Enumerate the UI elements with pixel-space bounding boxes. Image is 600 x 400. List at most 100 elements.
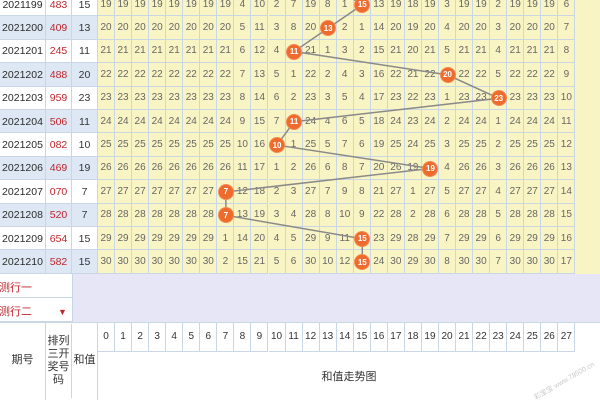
miss-cell: 22 <box>183 63 201 87</box>
miss-cell: 3 <box>439 133 457 157</box>
miss-cell: 19 <box>251 203 269 227</box>
miss-cell: 29 <box>404 250 422 274</box>
miss-cell: 19 <box>404 156 422 181</box>
miss-cell: 27 <box>456 180 474 204</box>
sum-value-column-header: 4 <box>166 321 184 352</box>
miss-cell: 25 <box>217 133 235 157</box>
miss-cell: 25 <box>421 133 439 157</box>
miss-cell: 21 <box>507 39 525 64</box>
miss-cell: 6 <box>234 39 252 64</box>
miss-cell: 2 <box>217 250 235 274</box>
miss-cell: 25 <box>115 133 133 157</box>
miss-cell: 19 <box>302 0 320 17</box>
miss-cell: 2 <box>268 180 286 204</box>
miss-cell: 20 <box>115 16 133 40</box>
miss-cell: 11 <box>234 156 252 181</box>
period-cell: 2021209 <box>0 227 46 251</box>
miss-cell: 10 <box>251 0 269 17</box>
miss-cell: 24 <box>404 133 422 157</box>
prediction-grid[interactable] <box>72 297 600 322</box>
table-row[interactable] <box>0 63 98 87</box>
miss-cell: 26 <box>149 156 167 181</box>
sum-value-column-header: 2 <box>132 321 150 352</box>
sum-cell: 13 <box>72 16 98 40</box>
table-row[interactable] <box>0 180 98 204</box>
miss-cell: 19 <box>524 0 542 17</box>
table-row[interactable] <box>0 16 98 40</box>
table-row[interactable] <box>0 0 98 17</box>
miss-cell: 19 <box>166 0 184 17</box>
miss-cell: 29 <box>541 227 559 251</box>
miss-cell: 29 <box>200 227 218 251</box>
miss-cell: 21 <box>404 63 422 87</box>
sum-value-column-header: 19 <box>421 321 439 352</box>
miss-cell: 29 <box>524 227 542 251</box>
miss-cell: 27 <box>524 180 542 204</box>
miss-cell: 22 <box>370 203 388 227</box>
prediction-grid[interactable] <box>72 273 600 298</box>
table-row[interactable] <box>0 110 98 134</box>
table-row[interactable] <box>0 203 98 227</box>
miss-cell: 2 <box>490 0 508 17</box>
miss-cell: 24 <box>166 110 184 134</box>
miss-cell: 30 <box>421 250 439 274</box>
miss-cell: 24 <box>98 110 116 134</box>
miss-cell: 6 <box>558 0 576 17</box>
miss-cell: 15 <box>558 203 576 227</box>
sum-ball: 20 <box>440 67 455 82</box>
miss-cell: 19 <box>456 0 474 17</box>
miss-cell: 30 <box>302 250 320 274</box>
miss-cell: 1 <box>285 63 303 87</box>
miss-cell: 21 <box>473 39 491 64</box>
miss-cell: 29 <box>183 227 201 251</box>
miss-cell: 18 <box>404 0 422 17</box>
miss-cell: 24 <box>541 110 559 134</box>
miss-cell: 28 <box>456 203 474 227</box>
prediction-row-label: 预测行二 <box>0 305 32 318</box>
miss-cell: 29 <box>456 227 474 251</box>
table-row[interactable] <box>0 227 98 251</box>
miss-cell: 27 <box>200 180 218 204</box>
sum-value-column-header: 15 <box>353 321 371 352</box>
table-row[interactable] <box>0 133 98 157</box>
miss-cell: 29 <box>421 227 439 251</box>
miss-cell: 29 <box>132 227 150 251</box>
miss-cell: 26 <box>98 156 116 181</box>
sum-value-column-header: 7 <box>217 321 235 352</box>
miss-cell: 30 <box>541 250 559 274</box>
miss-cell: 24 <box>149 110 167 134</box>
expand-arrow-icon[interactable]: ▼ <box>58 306 67 317</box>
miss-cell: 25 <box>524 133 542 157</box>
draw-number-cell: 070 <box>46 180 72 204</box>
miss-cell: 24 <box>524 110 542 134</box>
miss-cell: 17 <box>251 156 269 181</box>
miss-cell: 16 <box>558 227 576 251</box>
period-cell: 2021210 <box>0 250 46 274</box>
miss-cell: 24 <box>507 110 525 134</box>
sum-value-column-header: 0 <box>98 321 116 352</box>
miss-cell: 22 <box>524 63 542 87</box>
miss-cell: 22 <box>507 63 525 87</box>
miss-cell: 20 <box>132 16 150 40</box>
miss-cell: 20 <box>370 156 388 181</box>
table-row[interactable] <box>0 86 98 110</box>
miss-cell: 8 <box>353 180 371 204</box>
table-row[interactable] <box>0 156 98 181</box>
table-row[interactable] <box>0 250 98 274</box>
sum-ball: 13 <box>321 21 336 36</box>
miss-cell: 29 <box>473 227 491 251</box>
sum-cell: 7 <box>72 180 98 204</box>
miss-cell: 13 <box>558 156 576 181</box>
sum-value-column-header: 13 <box>319 321 337 352</box>
miss-cell: 6 <box>319 156 337 181</box>
sum-ball: 19 <box>423 161 438 176</box>
miss-cell: 1 <box>268 156 286 181</box>
sum-value-column-header: 16 <box>370 321 388 352</box>
miss-cell: 2 <box>285 86 303 110</box>
miss-cell: 2 <box>285 156 303 181</box>
miss-cell: 4 <box>319 110 337 134</box>
period-cell: 2021205 <box>0 133 46 157</box>
miss-cell: 20 <box>473 16 491 40</box>
miss-cell: 28 <box>115 203 133 227</box>
table-row[interactable] <box>0 39 98 64</box>
